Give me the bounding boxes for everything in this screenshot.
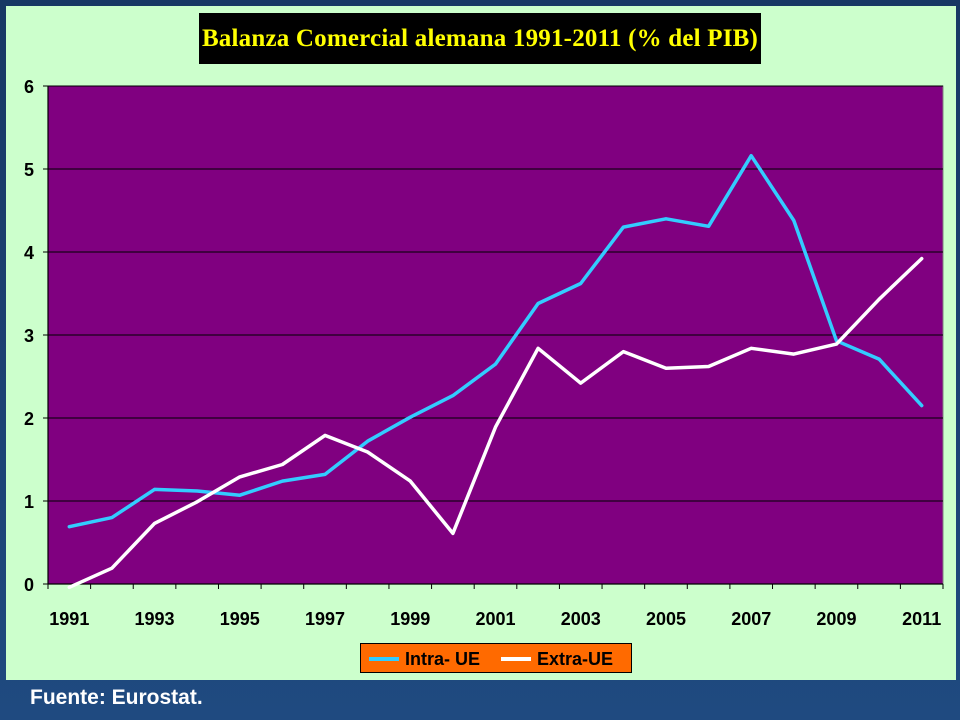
legend-swatch-extra-ue bbox=[501, 657, 531, 661]
legend-item-extra-ue: Extra-UE bbox=[501, 649, 613, 669]
y-tick-label: 4 bbox=[24, 243, 34, 263]
y-tick-label: 3 bbox=[24, 326, 34, 346]
axes: 0 1 2 3 4 5 6 1991 1993 1995 1997 1999 2001 2003 2005 2… bbox=[24, 77, 944, 629]
x-tick-label: 1999 bbox=[390, 609, 430, 629]
legend: Intra- UE Extra-UE bbox=[360, 643, 632, 673]
legend-swatch-intra-ue bbox=[369, 657, 399, 661]
x-tick-label: 2007 bbox=[731, 609, 771, 629]
chart-title-box: Balanza Comercial alemana 1991-2011 (% d… bbox=[199, 13, 761, 64]
x-tick-label: 2011 bbox=[902, 609, 941, 629]
legend-item-intra-ue: Intra- UE bbox=[369, 649, 480, 669]
series-line-extra-ue bbox=[67, 256, 924, 590]
legend-label-intra-ue: Intra- UE bbox=[405, 648, 481, 669]
x-tick-label: 2009 bbox=[816, 609, 856, 629]
y-tick-label: 1 bbox=[24, 492, 34, 512]
y-tick-label: 0 bbox=[24, 575, 34, 595]
x-tick-label: 1997 bbox=[305, 609, 345, 629]
series-lines bbox=[67, 153, 924, 590]
chart-title: Balanza Comercial alemana 1991-2011 (% d… bbox=[201, 24, 759, 52]
x-tick-label: 2005 bbox=[646, 609, 686, 629]
x-tick-label: 2003 bbox=[561, 609, 601, 629]
legend-label-extra-ue: Extra-UE bbox=[537, 648, 614, 669]
source-note: Fuente: Eurostat. bbox=[30, 686, 203, 709]
y-tick-label: 5 bbox=[24, 160, 34, 180]
y-tick-label: 2 bbox=[24, 409, 34, 429]
x-tick-label: 1991 bbox=[49, 609, 89, 629]
x-tick-label: 2001 bbox=[475, 609, 515, 629]
x-tick-label: 1993 bbox=[135, 609, 175, 629]
y-tick-label: 6 bbox=[24, 77, 34, 97]
x-tick-label: 1995 bbox=[220, 609, 260, 629]
